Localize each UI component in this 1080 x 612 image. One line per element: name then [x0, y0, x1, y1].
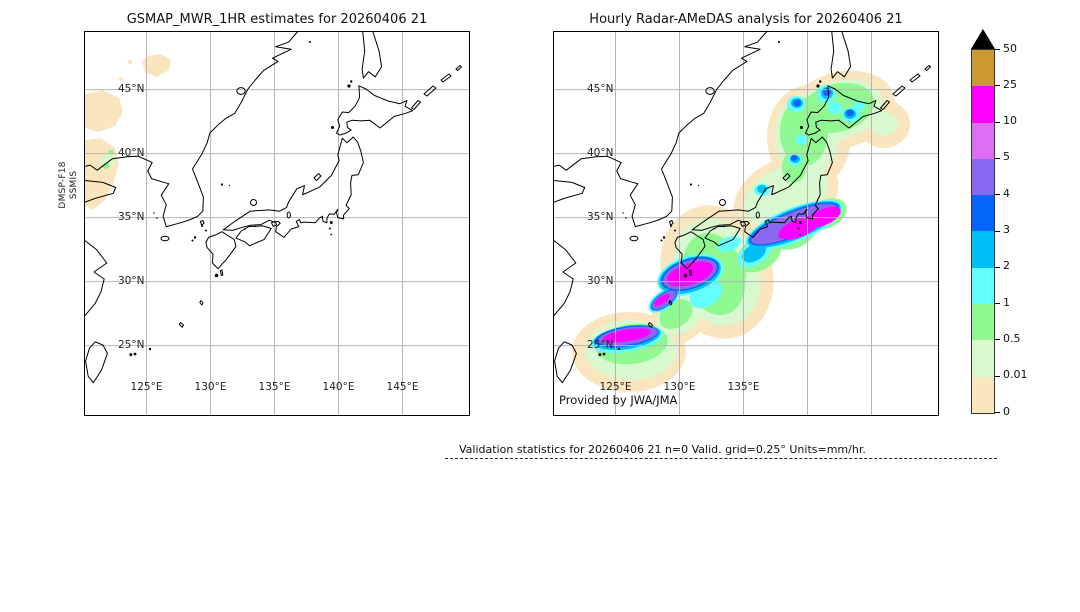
gsmap-swath-shading — [85, 54, 171, 210]
lon-label-130e: 130°E — [663, 381, 696, 393]
colorbar-tick — [995, 266, 1000, 268]
lon-label-140e: 140°E — [322, 381, 355, 393]
colorbar-tick — [995, 121, 1000, 123]
colorbar-label-3: 3 — [1003, 223, 1010, 236]
gsmap-map-panel: 45°N 40°N 35°N 30°N 25°N 125°E 130°E 135… — [84, 31, 470, 416]
colorbar-seg-001-05 — [972, 340, 994, 377]
colorbar-label-0: 0 — [1003, 404, 1010, 418]
colorbar-tick — [995, 157, 1000, 159]
gsmap-map-svg — [85, 32, 469, 415]
colorbar-label-2: 2 — [1003, 259, 1010, 273]
colorbar-tick — [995, 194, 1000, 196]
lat-label-35n: 35°N — [587, 211, 614, 223]
lat-label-25n: 25°N — [118, 339, 145, 351]
lon-label-135e: 135°E — [727, 381, 760, 393]
lat-label-25n: 25°N — [587, 339, 614, 351]
colorbar-tick — [995, 303, 1000, 305]
colorbar-seg-0-001 — [972, 376, 994, 413]
lat-label-45n: 45°N — [118, 83, 145, 95]
colorbar-seg-3-4 — [972, 195, 994, 232]
colorbar-tick — [995, 339, 1000, 341]
lon-label-125e: 125°E — [130, 381, 163, 393]
radar-map-svg — [554, 32, 938, 415]
lat-label-30n: 30°N — [118, 275, 145, 287]
lat-label-30n: 30°N — [587, 275, 614, 287]
satellite-name: DMSP-F18 — [58, 161, 68, 209]
lon-label-125e: 125°E — [599, 381, 632, 393]
colorbar-label-1: 1 — [1003, 295, 1010, 309]
lat-label-40n: 40°N — [587, 147, 614, 159]
satellite-sensor-label: DMSP-F18 SSMIS — [58, 145, 82, 225]
colorbar-bar — [971, 49, 995, 414]
colorbar-label-4: 4 — [1003, 186, 1010, 200]
colorbar-seg-5-10 — [972, 122, 994, 159]
colorbar-label-50: 50 — [1003, 41, 1017, 55]
colorbar-seg-1-2 — [972, 267, 994, 305]
colorbar-seg-10-25 — [972, 86, 994, 123]
dashed-separator — [445, 458, 997, 459]
precipitation-colorbar: 50 25 10 5 4 3 2 1 0.5 0.01 0 — [971, 29, 1031, 418]
colorbar-label-001: 0.01 — [1003, 368, 1028, 382]
colorbar-seg-2-3 — [972, 231, 994, 268]
left-panel-title: GSMAP_MWR_1HR estimates for 20260406 21 — [126, 12, 428, 27]
right-panel-title: Hourly Radar-AMeDAS analysis for 2026040… — [589, 12, 903, 27]
colorbar-tick — [995, 375, 1000, 377]
colorbar-label-05: 0.5 — [1003, 331, 1021, 345]
lon-label-130e: 130°E — [194, 381, 227, 393]
data-credit: Provided by JWA/JMA — [559, 393, 678, 407]
colorbar-tick — [995, 85, 1000, 87]
validation-statistics-text: Validation statistics for 20260406 21 n=… — [459, 443, 866, 456]
colorbar-label-5: 5 — [1003, 150, 1010, 164]
lat-label-45n: 45°N — [587, 83, 614, 95]
lat-label-35n: 35°N — [118, 211, 145, 223]
sensor-name: SSMIS — [69, 170, 79, 200]
colorbar-tick — [995, 412, 1000, 413]
lon-label-135e: 135°E — [258, 381, 291, 393]
colorbar-over-triangle — [971, 29, 995, 49]
colorbar-seg-4-5 — [972, 158, 994, 196]
colorbar-label-25: 25 — [1003, 77, 1017, 91]
colorbar-seg-05-1 — [972, 304, 994, 341]
radar-amedas-map-panel: 45°N 40°N 35°N 30°N 25°N 125°E 130°E 135… — [553, 31, 939, 416]
colorbar-tick — [995, 230, 1000, 232]
colorbar-tick — [995, 49, 1000, 50]
colorbar-seg-25-50 — [972, 50, 994, 87]
colorbar-label-10: 10 — [1003, 114, 1017, 128]
lon-label-145e: 145°E — [386, 381, 419, 393]
lat-label-40n: 40°N — [118, 147, 145, 159]
